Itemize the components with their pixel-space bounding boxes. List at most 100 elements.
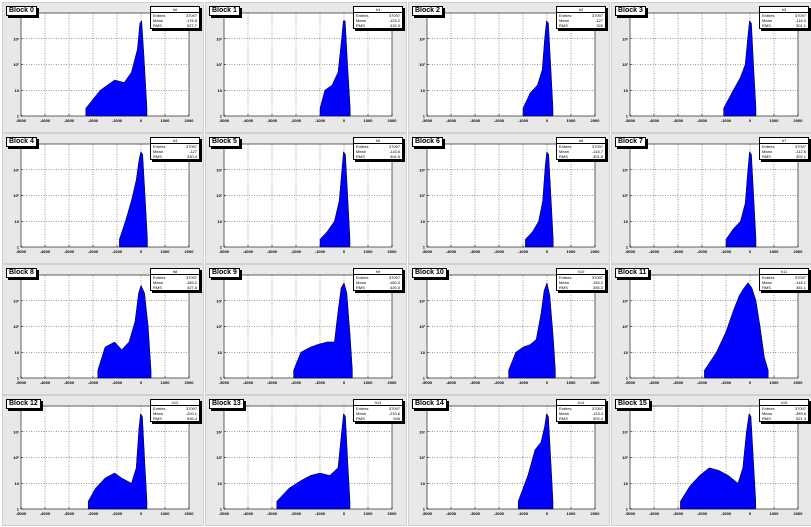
histogram-fill (319, 20, 351, 117)
stats-value: 37097 (388, 13, 400, 18)
x-tick-label: -3000 (470, 511, 481, 516)
stats-value: 37097 (388, 406, 400, 411)
y-tick-label: 1 (423, 245, 426, 250)
stats-row-rms: RMS 326 (557, 23, 605, 28)
x-tick-label: -2000 (291, 380, 302, 385)
stats-label: Entries (762, 406, 775, 411)
x-tick-label: -4000 (243, 380, 254, 385)
stats-row-entries: Entries 37097 (760, 406, 808, 411)
y-tick-label: 1 (626, 114, 629, 119)
stats-label: Mean (356, 280, 367, 285)
stats-label: RMS (153, 285, 162, 290)
stats-value: 37097 (185, 144, 197, 149)
stats-value: 37097 (794, 144, 806, 149)
x-tick-label: 1000 (567, 511, 577, 516)
x-tick-label: 0 (140, 118, 143, 123)
stats-value: 315.3 (389, 23, 400, 28)
stats-hist-name: h5 (354, 138, 402, 144)
x-tick-label: -5000 (16, 118, 27, 123)
x-tick-label: -3000 (267, 380, 278, 385)
histogram-plot: -5000 -4000 -3000 -2000 -1000 0 1000 2000 1 10 10²… (622, 11, 804, 124)
y-tick-label: 10³ (622, 429, 628, 434)
stats-row-entries: Entries 37097 (760, 13, 808, 18)
stats-value: -112.6 (794, 149, 806, 154)
stats-row-rms: RMS 548 (354, 416, 402, 421)
panel-title: Block 0 (6, 6, 37, 16)
histogram-plot: -5000 -4000 -3000 -2000 -1000 0 1000 2000 1 10 10²… (216, 11, 398, 124)
stats-box: h6 Entries 37097 Mean -116.7 RMS 301.8 (556, 137, 606, 160)
y-tick-label: 10² (216, 455, 222, 460)
stats-value: 37097 (591, 144, 603, 149)
stats-hist-name: h15 (760, 400, 808, 406)
histogram-plot: -5000 -4000 -3000 -2000 -1000 0 1000 2000 1 10 10²… (419, 273, 601, 386)
stats-row-rms: RMS 315.3 (354, 23, 402, 28)
stats-row-mean: Mean -148.1 (760, 280, 808, 285)
histogram-panel: -5000 -4000 -3000 -2000 -1000 0 1000 2000 1 10 10²… (611, 133, 811, 264)
stats-value: -180.3 (388, 280, 400, 285)
y-tick-label: 10² (622, 193, 628, 198)
x-tick-label: -1000 (721, 511, 732, 516)
histogram-fill (119, 151, 148, 248)
x-tick-label: 1000 (161, 249, 171, 254)
stats-hist-name: h13 (354, 400, 402, 406)
stats-box: h13 Entries 37097 Mean -233.6 RMS 548 (353, 399, 403, 422)
stats-value: 37097 (794, 275, 806, 280)
y-tick-label: 10² (216, 324, 222, 329)
stats-hist-name: h3 (760, 7, 808, 13)
histogram-panel: -5000 -4000 -3000 -2000 -1000 0 1000 2000 1 10 10²… (611, 264, 811, 395)
x-tick-label: -4000 (446, 511, 457, 516)
stats-row-mean: Mean -233.6 (354, 411, 402, 416)
stats-box: h0 Entries 37097 Mean -176.5 RMS 527.7 (150, 6, 200, 29)
x-tick-label: 0 (343, 511, 346, 516)
x-tick-label: -1000 (518, 380, 529, 385)
histogram-fill (522, 20, 554, 117)
x-tick-label: -1000 (112, 118, 123, 123)
y-tick-label: 10³ (13, 429, 19, 434)
stats-value: 37097 (388, 144, 400, 149)
stats-value: 427.6 (186, 285, 197, 290)
y-tick-label: 10² (622, 62, 628, 67)
x-tick-label: 1000 (364, 118, 374, 123)
y-tick-label: 1 (626, 245, 629, 250)
x-tick-label: -2000 (494, 249, 505, 254)
stats-row-entries: Entries 37097 (151, 406, 199, 411)
stats-hist-name: h6 (557, 138, 605, 144)
stats-hist-name: h0 (151, 7, 199, 13)
stats-row-mean: Mean -125.2 (354, 18, 402, 23)
stats-box: h7 Entries 37097 Mean -112.6 RMS 302.1 (759, 137, 809, 160)
x-tick-label: -4000 (243, 118, 254, 123)
x-tick-label: -1000 (315, 511, 326, 516)
y-tick-label: 10 (421, 481, 426, 486)
x-tick-label: 2000 (794, 511, 804, 516)
y-tick-label: 10 (218, 88, 223, 93)
stats-label: Entries (153, 144, 166, 149)
x-tick-label: -5000 (625, 511, 636, 516)
y-tick-label: 10³ (622, 36, 628, 41)
x-tick-label: -5000 (625, 380, 636, 385)
stats-row-entries: Entries 37097 (354, 13, 402, 18)
stats-label: Entries (356, 275, 369, 280)
y-tick-label: 1 (423, 114, 426, 119)
stats-value: -176.5 (185, 18, 197, 23)
y-tick-label: 10² (419, 62, 425, 67)
stats-box: h2 Entries 37097 Mean -127 RMS 326 (556, 6, 606, 29)
y-tick-label: 1 (423, 507, 426, 512)
x-tick-label: -5000 (422, 118, 433, 123)
x-tick-label: -3000 (470, 249, 481, 254)
panel-title: Block 3 (615, 6, 646, 16)
x-tick-label: 0 (546, 249, 549, 254)
stats-row-entries: Entries 37097 (557, 275, 605, 280)
y-tick-label: 10 (624, 481, 629, 486)
stats-value: 37097 (388, 275, 400, 280)
stats-value: -200.1 (185, 411, 197, 416)
x-tick-label: -2000 (697, 511, 708, 516)
x-tick-label: -1000 (518, 249, 529, 254)
x-tick-label: -4000 (649, 249, 660, 254)
x-tick-label: -4000 (40, 118, 51, 123)
histogram-panel: -5000 -4000 -3000 -2000 -1000 0 1000 2000 1 10 10²… (2, 2, 204, 133)
stats-box: h3 Entries 37097 Mean -116.3 RMS 301.1 (759, 6, 809, 29)
panel-title: Block 13 (209, 399, 244, 409)
y-tick-label: 1 (220, 245, 223, 250)
x-tick-label: 0 (343, 380, 346, 385)
